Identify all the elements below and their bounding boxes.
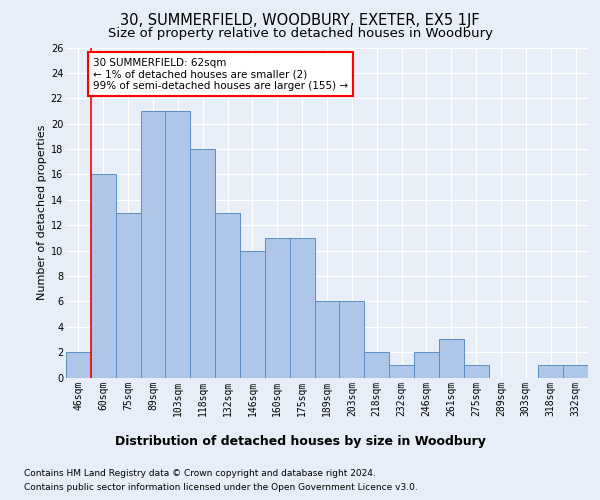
Bar xyxy=(290,238,314,378)
Bar xyxy=(91,174,116,378)
Bar xyxy=(389,365,414,378)
Bar xyxy=(240,250,265,378)
Bar xyxy=(140,111,166,378)
Bar xyxy=(66,352,91,378)
Text: Distribution of detached houses by size in Woodbury: Distribution of detached houses by size … xyxy=(115,435,485,448)
Text: 30 SUMMERFIELD: 62sqm
← 1% of detached houses are smaller (2)
99% of semi-detach: 30 SUMMERFIELD: 62sqm ← 1% of detached h… xyxy=(93,58,348,91)
Text: 30, SUMMERFIELD, WOODBURY, EXETER, EX5 1JF: 30, SUMMERFIELD, WOODBURY, EXETER, EX5 1… xyxy=(120,12,480,28)
Bar xyxy=(215,212,240,378)
Bar xyxy=(414,352,439,378)
Bar xyxy=(439,340,464,378)
Text: Size of property relative to detached houses in Woodbury: Size of property relative to detached ho… xyxy=(107,28,493,40)
Y-axis label: Number of detached properties: Number of detached properties xyxy=(37,125,47,300)
Bar xyxy=(116,212,140,378)
Bar xyxy=(364,352,389,378)
Bar xyxy=(265,238,290,378)
Bar xyxy=(166,111,190,378)
Bar xyxy=(314,302,340,378)
Text: Contains HM Land Registry data © Crown copyright and database right 2024.: Contains HM Land Registry data © Crown c… xyxy=(24,468,376,477)
Bar xyxy=(464,365,488,378)
Bar xyxy=(538,365,563,378)
Bar xyxy=(563,365,588,378)
Bar xyxy=(190,149,215,378)
Bar xyxy=(340,302,364,378)
Text: Contains public sector information licensed under the Open Government Licence v3: Contains public sector information licen… xyxy=(24,484,418,492)
